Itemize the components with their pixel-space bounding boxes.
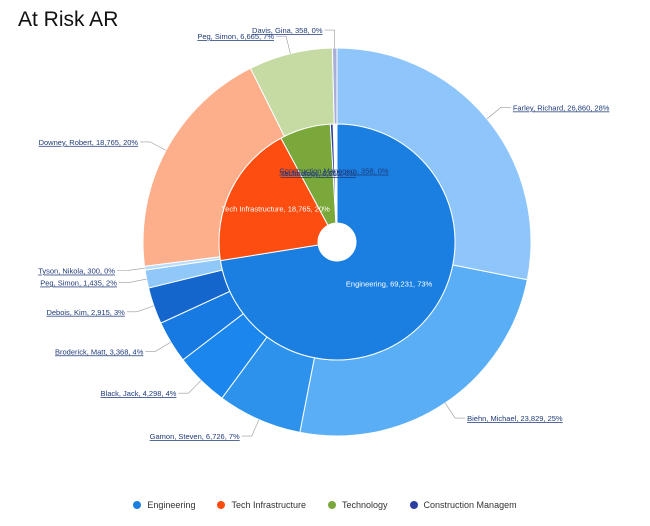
- legend-marker: [409, 501, 418, 509]
- outer-label: Debois, Kim, 2,915, 3%: [46, 308, 125, 317]
- center-hole: [318, 223, 356, 261]
- legend-item-engineering[interactable]: Engineering: [133, 500, 195, 510]
- leader-line: [444, 402, 466, 419]
- inner-label: Engineering, 69,231, 73%: [346, 279, 433, 288]
- legend-item-tech-infrastructure[interactable]: Tech Infrastructure: [217, 500, 306, 510]
- legend-marker: [133, 501, 142, 509]
- leader-line: [140, 141, 167, 151]
- leader-line: [118, 278, 147, 283]
- inner-slice-engineering[interactable]: [219, 123, 456, 361]
- outer-label: Black, Jack, 4,298, 4%: [101, 389, 177, 398]
- legend-label: Engineering: [147, 500, 196, 510]
- inner-labels: Engineering, 69,231, 73% Tech Infrastruct…: [221, 167, 432, 289]
- leader-line: [116, 267, 145, 271]
- outer-label: Biehn, Michael, 23,829, 25%: [467, 414, 563, 423]
- leader-line: [486, 107, 511, 120]
- outer-label: Gamon, Steven, 6,726, 7%: [150, 432, 240, 441]
- inner-label: Construction Managem, 358, 0%: [279, 167, 389, 176]
- inner-label: Technology, 6,665, 7%: [281, 169, 357, 178]
- legend-marker: [327, 501, 336, 509]
- inner-ring: [218, 123, 456, 361]
- outer-label: Peg, Simon, 1,435, 2%: [40, 279, 117, 288]
- page-title: At Risk AR: [18, 8, 119, 31]
- outer-label: Broderick, Matt, 3,368, 4%: [55, 347, 144, 356]
- chart-legend: Engineering Tech Infrastructure Technology…: [0, 500, 650, 510]
- outer-label: Downey, Robert, 18,765, 20%: [39, 138, 139, 147]
- outer-label: Farley, Richard, 26,860, 28%: [513, 103, 610, 112]
- legend-label: Tech Infrastructure: [231, 500, 306, 510]
- outer-label: Tyson, Nikola, 300, 0%: [38, 267, 115, 276]
- leader-line: [178, 380, 202, 394]
- leader-lines: [116, 29, 511, 437]
- leader-line: [241, 419, 260, 437]
- leader-line: [276, 35, 291, 54]
- leader-line: [126, 305, 154, 313]
- legend-marker: [217, 501, 226, 509]
- legend-label: Technology: [341, 500, 388, 510]
- legend-label: Construction Managem: [423, 500, 517, 510]
- legend-item-technology[interactable]: Technology: [327, 500, 388, 510]
- outer-labels: Farley, Richard, 26,860, 28% Biehn, Micha…: [38, 26, 610, 441]
- outer-label: Davis, Gina, 358, 0%: [252, 26, 323, 35]
- inner-slice-construction-managem[interactable]: [329, 123, 337, 224]
- outer-label: Peg, Simon, 6,665, 7%: [197, 32, 274, 41]
- legend-item-construction-managem[interactable]: Construction Managem: [409, 500, 517, 510]
- inner-label: Tech Infrastructure, 18,765, 20%: [221, 205, 330, 214]
- leader-line: [145, 341, 171, 352]
- leader-line: [324, 29, 336, 49]
- outer-ring: [142, 47, 532, 437]
